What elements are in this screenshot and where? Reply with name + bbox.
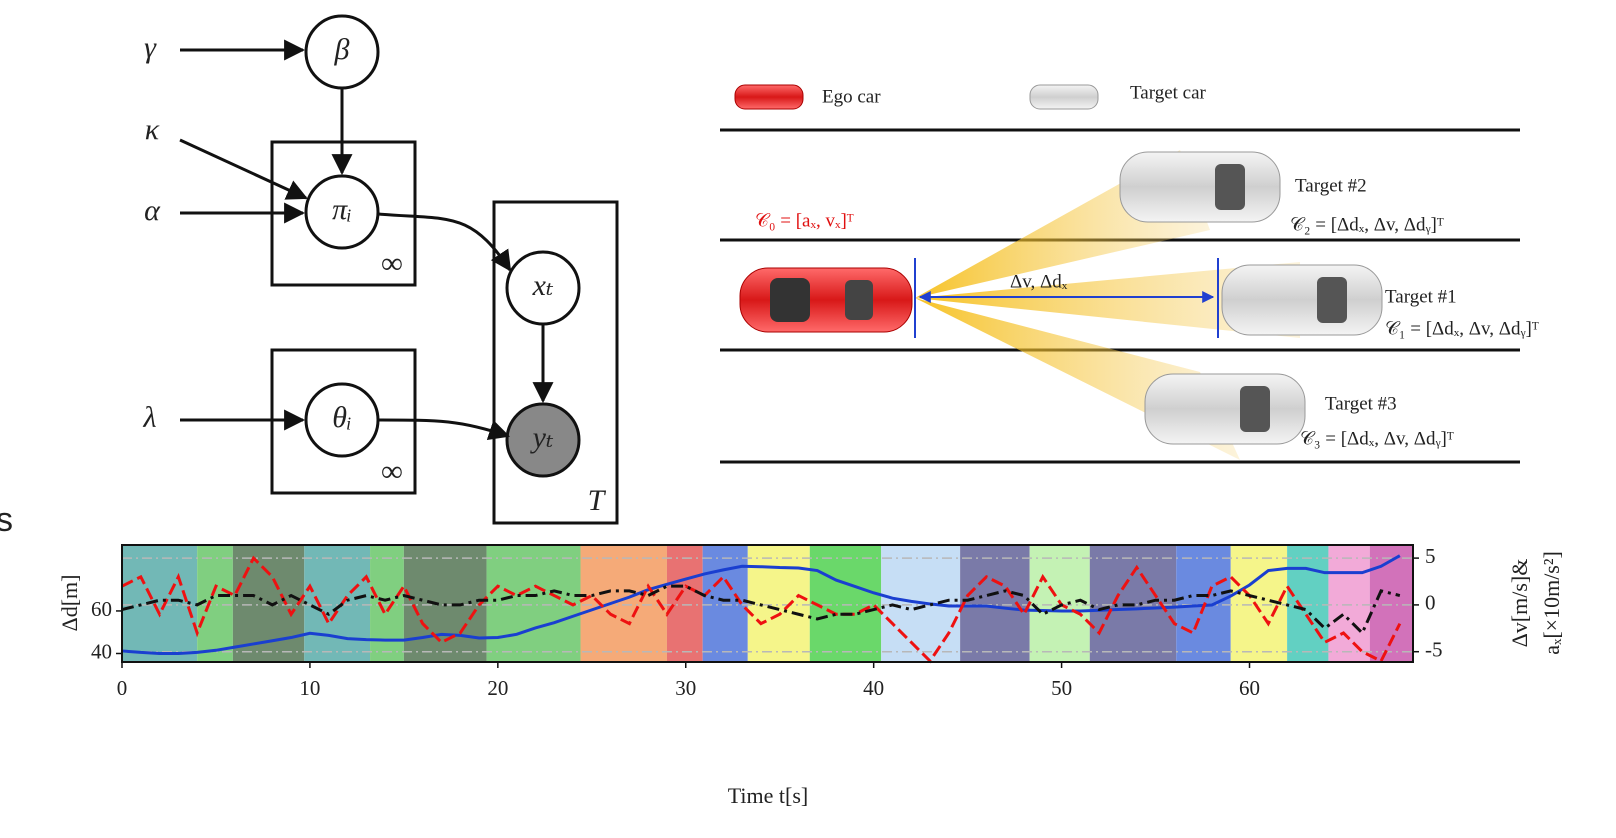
y-tick-label: 60 [91, 597, 112, 621]
car-window [770, 278, 810, 322]
node-label: β [334, 33, 350, 66]
background-segment [1370, 545, 1413, 662]
y2-tick-label: -5 [1425, 638, 1443, 662]
target-name: Target #1 [1385, 286, 1457, 307]
background-segment [1287, 545, 1328, 662]
background-segment [960, 545, 1030, 662]
background-segment [748, 545, 810, 662]
legend-label: Ego car [822, 86, 881, 107]
x-tick-label: 60 [1239, 676, 1260, 700]
ego-label: 𝒞₀ = [aₓ, vₓ]ᵀ [755, 210, 854, 231]
car-window [1215, 164, 1245, 210]
y-axis-label: Δd[m] [57, 575, 82, 632]
target-name: Target #2 [1295, 175, 1367, 196]
node-label: πᵢ [332, 193, 352, 226]
background-segment [370, 545, 404, 662]
legend-icon [735, 85, 803, 109]
node-label: yₜ [530, 421, 554, 454]
plate-label: ∞ [381, 455, 402, 488]
graphical-model-labels: γ κ α λ β πᵢ xₜ θᵢ yₜ ∞ ∞ T [143, 31, 607, 517]
background-segment [581, 545, 667, 662]
background-segment [487, 545, 581, 662]
target-label: 𝒞₁ = [Δdₓ, Δv, Δdᵧ]ᵀ [1385, 318, 1539, 339]
target-car [1120, 152, 1280, 222]
y2-tick-label: 5 [1425, 544, 1436, 568]
plate-label: ∞ [381, 247, 402, 280]
x-tick-label: 20 [487, 676, 508, 700]
background-segment [667, 545, 703, 662]
edge [378, 420, 508, 436]
x-tick-label: 40 [863, 676, 884, 700]
y2-tick-label: 0 [1425, 591, 1436, 615]
target-car [1222, 265, 1382, 335]
ego-car [740, 268, 912, 332]
chart: -5 0 5 40 60 0 10 20 30 40 50 60 [91, 544, 1443, 700]
background-segment [1328, 545, 1369, 662]
target-label: 𝒞₂ = [Δdₓ, Δv, Δdᵧ]ᵀ [1290, 214, 1444, 235]
car-window [845, 280, 873, 320]
node-label: xₜ [532, 269, 554, 302]
input-label: γ [144, 31, 157, 64]
y2-axis-label: aₓ[×10m/s²] [1539, 551, 1564, 655]
x-tick-label: 10 [299, 676, 320, 700]
node-label: θᵢ [332, 401, 351, 434]
relative-label: Δv, Δdₓ [1010, 271, 1068, 292]
legend-icon [1030, 85, 1098, 109]
background-segment [304, 545, 370, 662]
x-tick-label: 30 [675, 676, 696, 700]
car-window [1317, 277, 1347, 323]
input-label: λ [143, 401, 157, 434]
edge [180, 140, 306, 198]
figure: s γ κ α λ β πᵢ xₜ θᵢ yₜ ∞ ∞ T [0, 0, 1616, 838]
background-segment [810, 545, 881, 662]
legend-label: Target car [1130, 82, 1207, 103]
input-label: κ [145, 113, 160, 146]
y-tick-label: 40 [91, 639, 112, 663]
input-label: α [144, 194, 161, 227]
target-label: 𝒞₃ = [Δdₓ, Δv, Δdᵧ]ᵀ [1300, 428, 1454, 449]
x-tick-label: 50 [1051, 676, 1072, 700]
target-name: Target #3 [1325, 393, 1397, 414]
x-tick-label: 0 [117, 676, 128, 700]
driving-scene: Ego car Target car 𝒞₀ = [aₓ, vₓ]ᵀ Δv, Δd… [720, 82, 1539, 462]
car-window [1240, 386, 1270, 432]
target-car [1145, 374, 1305, 444]
background-segment [122, 545, 197, 662]
plate-label: T [588, 484, 607, 517]
text-fragment: s [0, 501, 13, 539]
y2-axis-label: Δv[m/s]& [1507, 559, 1532, 648]
x-axis-label: Time t[s] [728, 783, 808, 808]
